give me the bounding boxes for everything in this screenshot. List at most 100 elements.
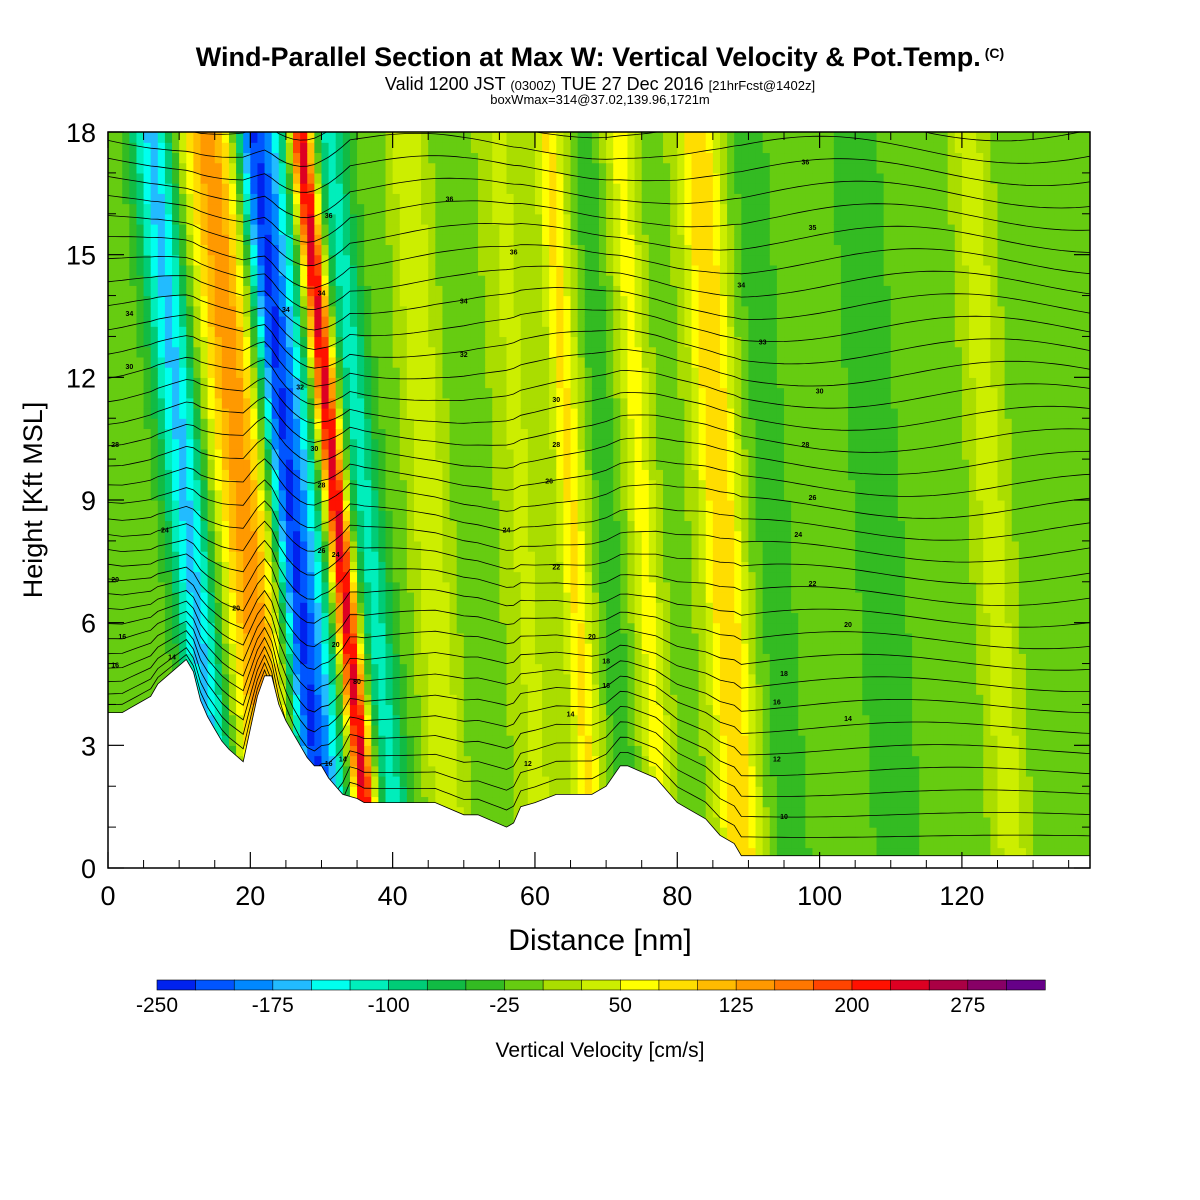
w-cell	[413, 234, 422, 246]
w-cell	[264, 540, 273, 552]
w-cell	[136, 203, 145, 215]
w-cell	[442, 581, 451, 593]
w-cell	[115, 285, 123, 297]
w-cell	[584, 571, 593, 583]
w-cell	[250, 387, 259, 399]
w-cell	[264, 295, 273, 307]
w-cell	[456, 234, 465, 246]
w-cell	[577, 510, 586, 522]
w-cell	[228, 172, 237, 184]
w-cell	[164, 561, 173, 573]
w-cell	[342, 183, 351, 194]
w-cell	[378, 326, 387, 338]
w-cell	[406, 448, 415, 460]
w-cell	[478, 285, 486, 297]
w-cell	[307, 714, 315, 726]
w-cell	[179, 592, 187, 603]
w-cell	[513, 520, 522, 532]
w-cell	[570, 264, 579, 276]
w-cell	[413, 367, 422, 378]
w-cell	[428, 418, 436, 430]
w-cell	[200, 172, 209, 184]
w-cell	[221, 561, 230, 573]
w-cell	[520, 776, 529, 787]
w-cell	[492, 469, 500, 481]
w-cell	[485, 643, 493, 654]
w-cell	[342, 224, 351, 235]
w-cell	[549, 663, 557, 675]
w-cell	[328, 755, 337, 767]
w-cell	[293, 203, 301, 215]
w-cell	[527, 673, 536, 685]
w-cell	[115, 694, 123, 706]
w-cell	[172, 234, 180, 246]
w-cell	[328, 469, 337, 481]
w-cell	[150, 397, 159, 409]
w-cell	[264, 172, 273, 184]
w-cell	[228, 571, 237, 583]
w-cell	[549, 346, 557, 358]
w-cell	[228, 520, 237, 532]
w-cell	[108, 694, 116, 706]
w-cell	[570, 142, 579, 154]
w-cell	[428, 571, 436, 583]
w-cell	[399, 561, 408, 573]
w-cell	[470, 581, 479, 593]
w-cell	[371, 132, 380, 143]
w-cell	[435, 520, 444, 532]
w-cell	[179, 469, 187, 481]
w-cell	[143, 479, 152, 491]
w-cell	[413, 530, 422, 542]
w-cell	[399, 796, 408, 808]
w-cell	[136, 244, 145, 256]
w-cell	[342, 346, 351, 358]
w-cell	[136, 673, 145, 685]
w-cell	[357, 704, 365, 716]
w-cell	[186, 224, 194, 235]
w-cell	[228, 295, 237, 307]
w-cell	[527, 602, 536, 614]
w-cell	[122, 224, 130, 235]
w-cell	[335, 765, 344, 777]
w-cell	[563, 234, 572, 246]
w-cell	[136, 162, 145, 174]
w-cell	[456, 540, 465, 552]
w-cell	[357, 193, 365, 205]
w-cell	[300, 132, 308, 143]
w-cell	[399, 285, 408, 297]
w-cell	[186, 316, 194, 327]
w-cell	[549, 224, 557, 235]
w-cell	[556, 745, 565, 757]
w-cell	[236, 142, 244, 154]
w-cell	[349, 275, 358, 286]
w-cell	[300, 418, 308, 430]
w-cell	[570, 602, 579, 614]
w-cell	[207, 295, 216, 307]
w-cell	[584, 346, 593, 358]
w-cell	[413, 714, 422, 726]
w-cell	[449, 714, 458, 726]
w-cell	[492, 377, 500, 389]
w-cell	[364, 418, 372, 430]
w-cell	[499, 694, 508, 706]
w-cell	[143, 622, 152, 634]
w-cell	[314, 643, 323, 654]
w-cell	[193, 326, 202, 338]
w-cell	[157, 510, 166, 522]
w-cell	[236, 244, 244, 256]
w-cell	[207, 530, 216, 542]
w-cell	[556, 234, 565, 246]
w-cell	[143, 162, 152, 174]
w-cell	[470, 142, 479, 154]
w-cell	[342, 632, 351, 644]
w-cell	[150, 377, 159, 389]
w-cell	[385, 796, 394, 808]
w-cell	[534, 632, 543, 644]
w-cell	[108, 316, 116, 327]
w-cell	[207, 500, 216, 511]
w-cell	[335, 264, 344, 276]
w-cell	[179, 264, 187, 276]
w-cell	[385, 387, 394, 399]
w-cell	[300, 162, 308, 174]
w-cell	[300, 305, 308, 317]
